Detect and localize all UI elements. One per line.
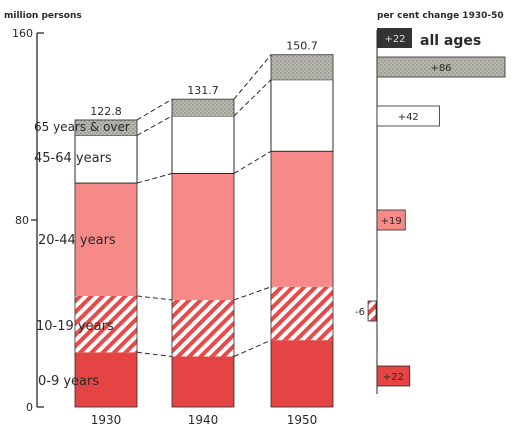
all-ages-pct: +22 (384, 34, 405, 45)
bar-segment-1950-0 (271, 340, 333, 407)
change-label-1: -6 (355, 307, 365, 318)
change-bar-3 (376, 105, 440, 127)
bar-segment-1950-3 (270, 79, 334, 152)
bar-segment-1930-2 (75, 183, 137, 296)
segment-label-4: 65 years & over (34, 120, 130, 134)
bar-segment-1950-4 (271, 54, 333, 80)
y-axis-title: million persons (4, 11, 82, 21)
bar-segment-1940-4 (172, 99, 234, 116)
connector-0-3 (136, 173, 173, 184)
change-bar-0 (376, 365, 411, 387)
bar-segment-1940-0 (172, 356, 234, 407)
y-tick-label-0: 0 (26, 401, 33, 414)
change-bar-1 (367, 300, 377, 322)
connector-0-2 (136, 295, 173, 301)
bar-segment-1930-1 (75, 295, 137, 353)
bar-segment-1940-2 (172, 173, 234, 300)
bar-outline-1950 (270, 54, 334, 408)
total-label-1950: 150.7 (286, 40, 318, 53)
x-tick-label-1940: 1940 (188, 413, 219, 427)
connector-lines (136, 54, 272, 358)
y-tick-label-160: 160 (12, 27, 33, 40)
connector-0-5 (136, 98, 173, 121)
connector-1-4 (233, 79, 272, 117)
change-label-0: +22 (383, 372, 404, 383)
all-ages-bar (377, 28, 412, 48)
change-panel-title: per cent change 1930-50 (377, 11, 504, 21)
x-tick-label-1930: 1930 (91, 413, 122, 427)
total-label-1940: 131.7 (187, 84, 219, 97)
bar-outline-1940 (171, 98, 235, 408)
bar-segment-1950-1 (271, 286, 333, 341)
bar-segment-1930-4 (75, 119, 137, 136)
stacked-bars (74, 54, 334, 408)
bar-segment-1950-2 (271, 151, 333, 287)
change-bar-2 (376, 209, 406, 231)
change-label-4: +86 (430, 63, 451, 74)
connector-0-4 (136, 115, 173, 136)
x-tick-label-1950: 1950 (287, 413, 318, 427)
bar-segment-1930-0 (75, 352, 137, 407)
bar-segment-1940-1 (172, 299, 234, 357)
connector-1-1 (233, 339, 272, 357)
x-axis-labels: 1930 1940 1950 (91, 413, 318, 427)
connector-1-5 (233, 54, 272, 100)
segment-label-3: 45-64 years (34, 151, 112, 166)
connector-1-3 (233, 150, 272, 174)
all-ages-label: all ages (420, 33, 481, 49)
total-labels: 122.8 131.7 150.7 (90, 40, 318, 118)
connector-1-2 (233, 286, 272, 301)
y-tick-label-80: 80 (15, 214, 29, 227)
segment-label-0: 0-9 years (38, 374, 99, 389)
total-label-1930: 122.8 (90, 105, 122, 118)
connector-0-1 (136, 351, 173, 358)
segment-labels: 0-9 years 10-19 years 20-44 years 45-64 yea… (34, 120, 130, 389)
bar-outline-1930 (74, 119, 138, 408)
segment-label-1: 10-19 years (36, 319, 114, 334)
bar-segment-1940-3 (171, 115, 235, 174)
segment-label-2: 20-44 years (38, 233, 116, 248)
change-bar-4 (376, 56, 506, 78)
change-bars: +22 -6 +19 +42 +86 (355, 56, 506, 387)
all-ages-legend: +22 all ages (377, 28, 481, 49)
change-label-2: +19 (381, 216, 402, 227)
change-label-3: +42 (398, 112, 419, 123)
